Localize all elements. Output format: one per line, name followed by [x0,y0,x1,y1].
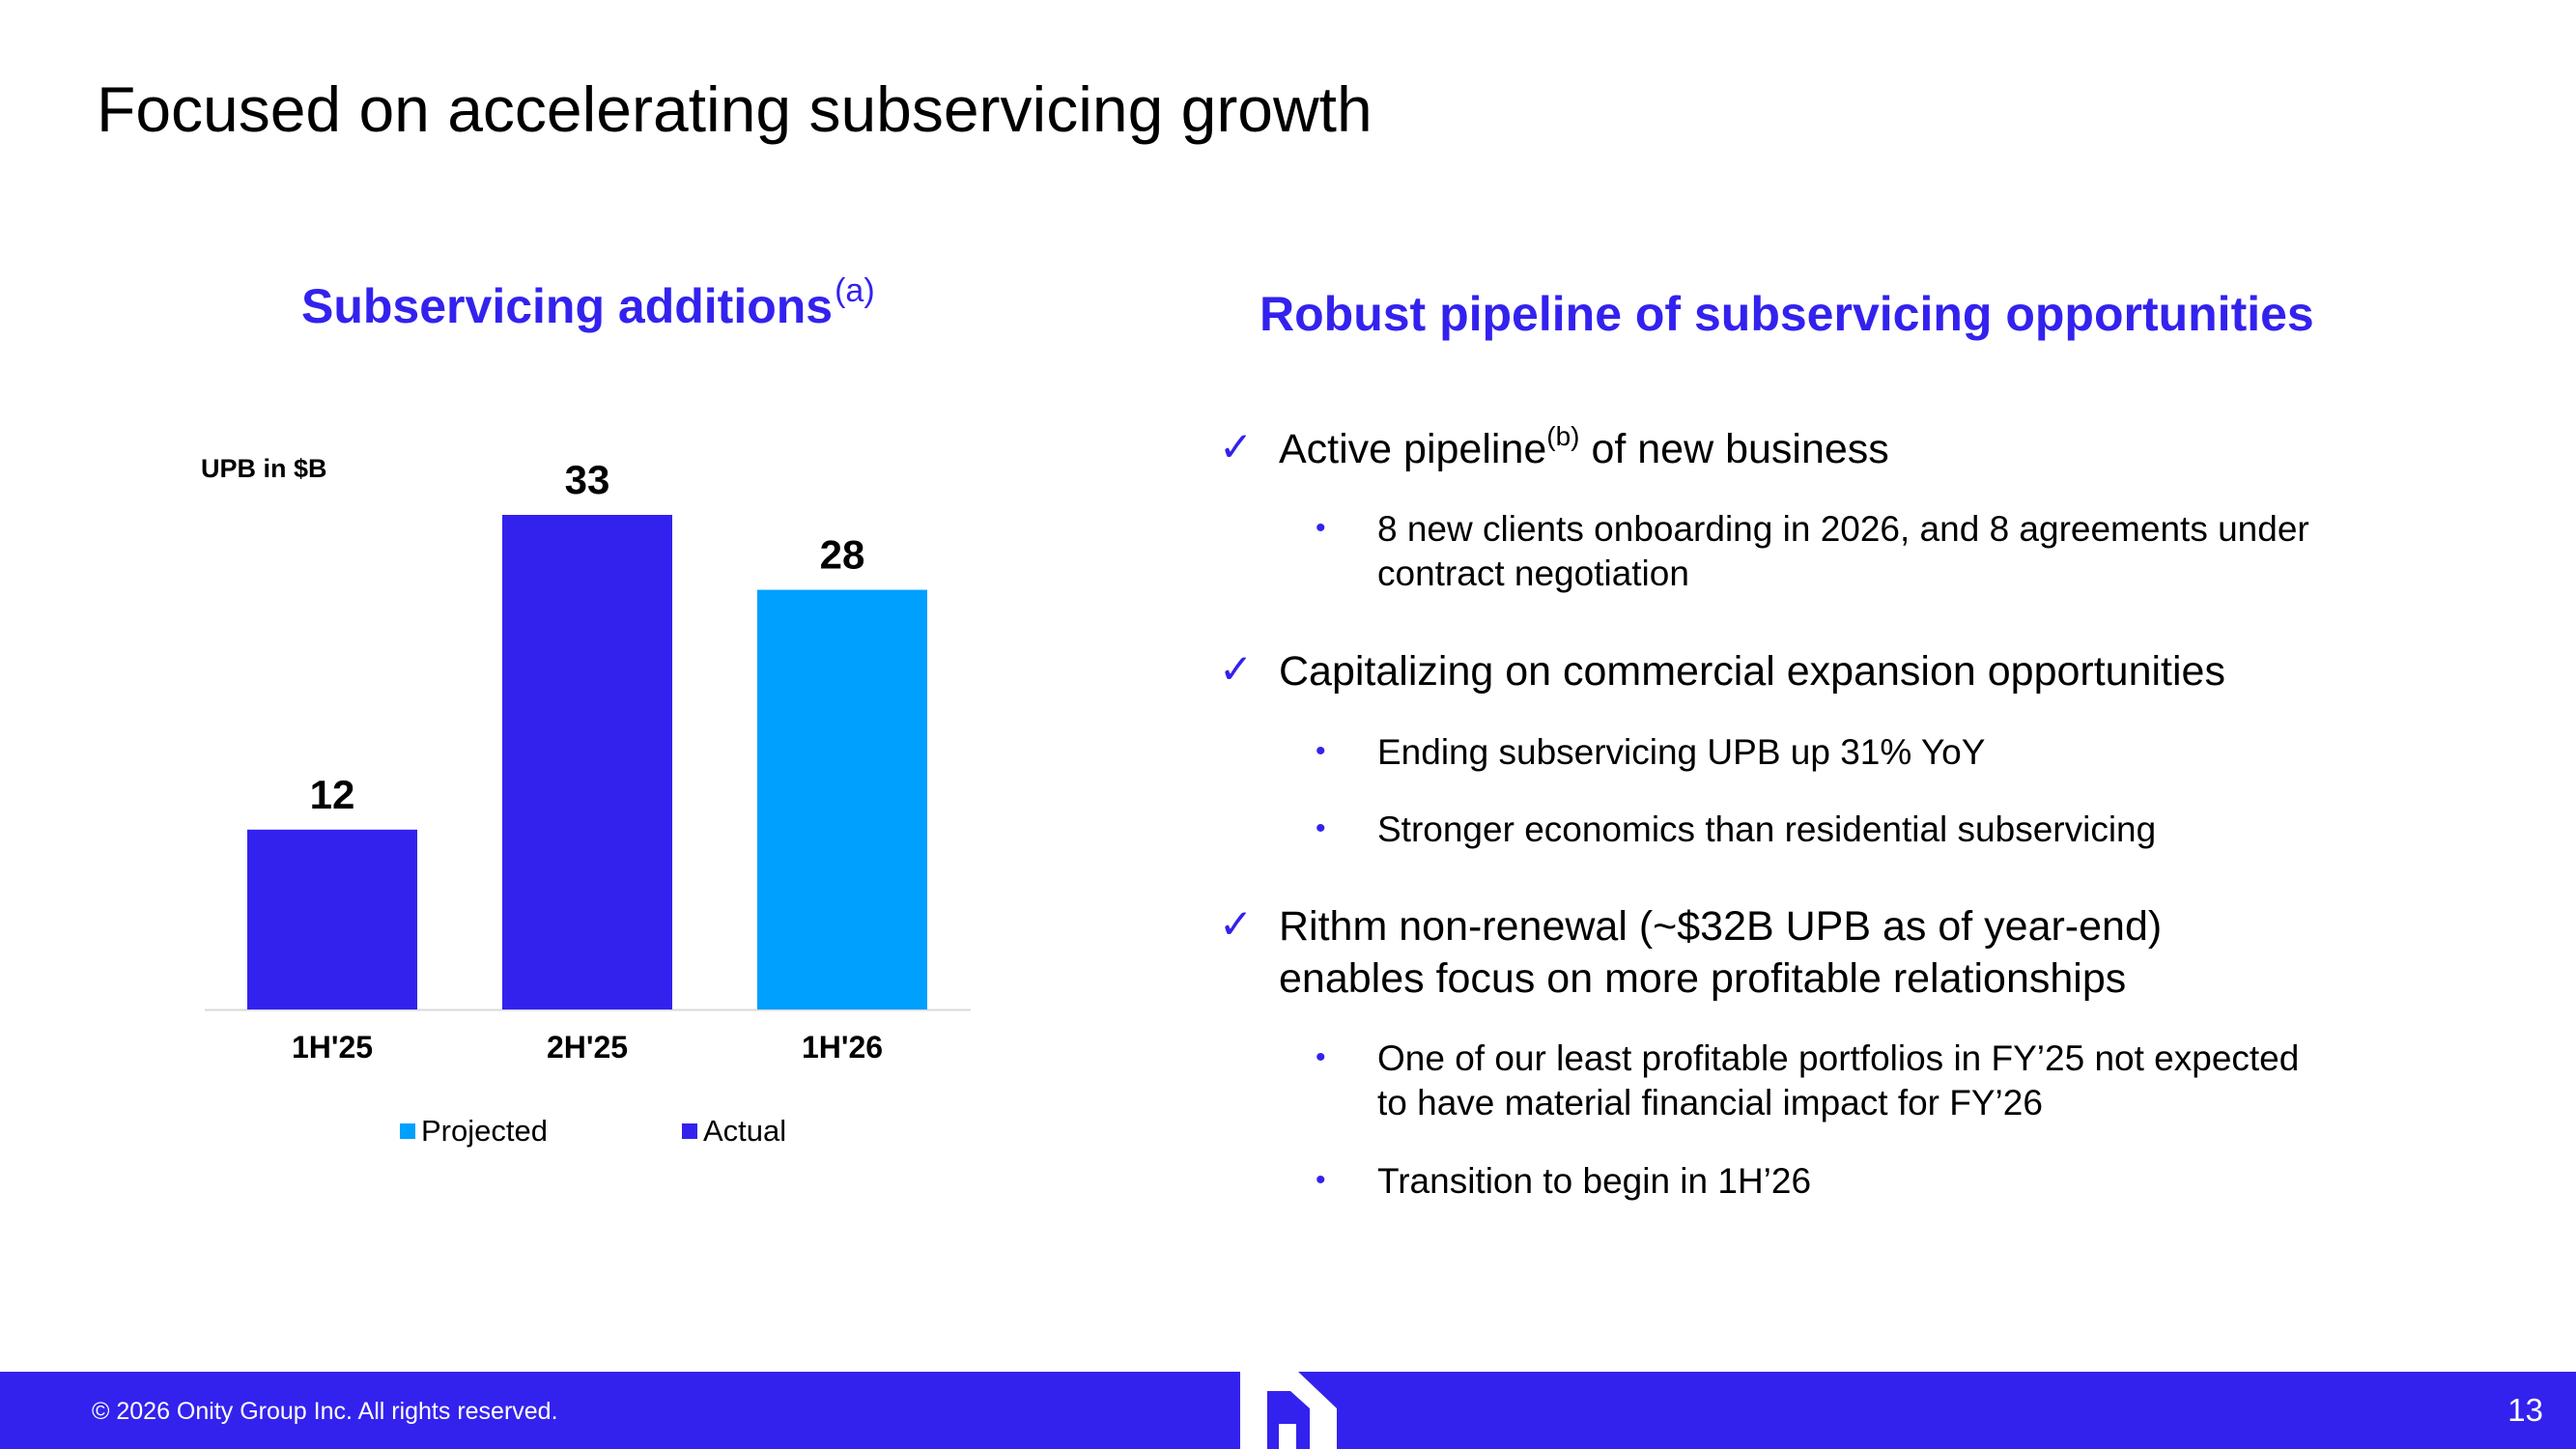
checkmark-icon: ✓ [1219,646,1254,692]
chart-title-footnote: (a) [835,272,875,309]
bar-2H25 [502,515,672,1009]
legend-actual: Actual [682,1114,786,1149]
data-label: 12 [310,772,355,817]
house-logo-icon [1240,1372,1337,1449]
pipeline-subpoint-2-2: Stronger economics than residential subs… [1377,810,2157,849]
legend-projected-swatch [400,1123,415,1139]
checkmark-icon: ✓ [1219,901,1254,947]
legend-actual-label: Actual [703,1114,787,1148]
pipeline-point-1-footnote: (b) [1546,421,1580,451]
chart-title-text: Subservicing additions [301,279,834,333]
pipeline-point-3: Rithm non-renewal (~$32B UPB as of year-… [1279,903,2163,950]
pipeline-subpoint-3-2: Transition to begin in 1H’26 [1377,1161,1812,1201]
x-tick-label: 1H'25 [292,1030,373,1065]
bullet-icon: • [1316,735,1326,767]
bullet-icon: • [1316,512,1326,544]
x-tick-label: 1H'26 [802,1030,883,1065]
checkmark-icon: ✓ [1219,424,1254,469]
pipeline-point-1-text: Active pipeline [1279,426,1547,472]
pipeline-point-3-cont: enables focus on more profitable relatio… [1279,955,2127,1002]
slide-title: Focused on accelerating subservicing gro… [97,73,1373,145]
chart-title: Subservicing additions(a) [301,272,875,334]
copyright-text: © 2026 Onity Group Inc. All rights reser… [92,1398,558,1425]
bullet-icon: • [1316,812,1326,844]
legend-actual-swatch [682,1123,697,1139]
pipeline-subpoint-3-1-cont: to have material financial impact for FY… [1377,1083,2043,1122]
data-label: 28 [820,532,865,578]
unit-label: UPB in $B [201,454,327,483]
pipeline-point-1-text-after: of new business [1579,426,1889,472]
bullet-icon: • [1316,1041,1326,1073]
bar-1H26 [757,589,927,1009]
pipeline-title: Robust pipeline of subservicing opportun… [1260,287,2314,341]
legend-projected: Projected [400,1114,548,1149]
x-tick-label: 2H'25 [547,1030,628,1065]
legend-projected-label: Projected [421,1114,548,1148]
bar-1H25 [247,829,417,1009]
page-number: 13 [2507,1392,2543,1428]
pipeline-subpoint-1-1: 8 new clients onboarding in 2026, and 8 … [1377,509,2309,549]
pipeline-point-1: Active pipeline(b) of new business [1279,421,1889,480]
data-label: 33 [565,457,610,502]
pipeline-subpoint-2-1: Ending subservicing UPB up 31% YoY [1377,732,1986,772]
pipeline-subpoint-3-1: One of our least profitable portfolios i… [1377,1038,2300,1078]
pipeline-point-2: Capitalizing on commercial expansion opp… [1279,648,2225,695]
bullet-icon: • [1316,1164,1326,1196]
pipeline-subpoint-1-1-cont: contract negotiation [1377,554,1689,593]
